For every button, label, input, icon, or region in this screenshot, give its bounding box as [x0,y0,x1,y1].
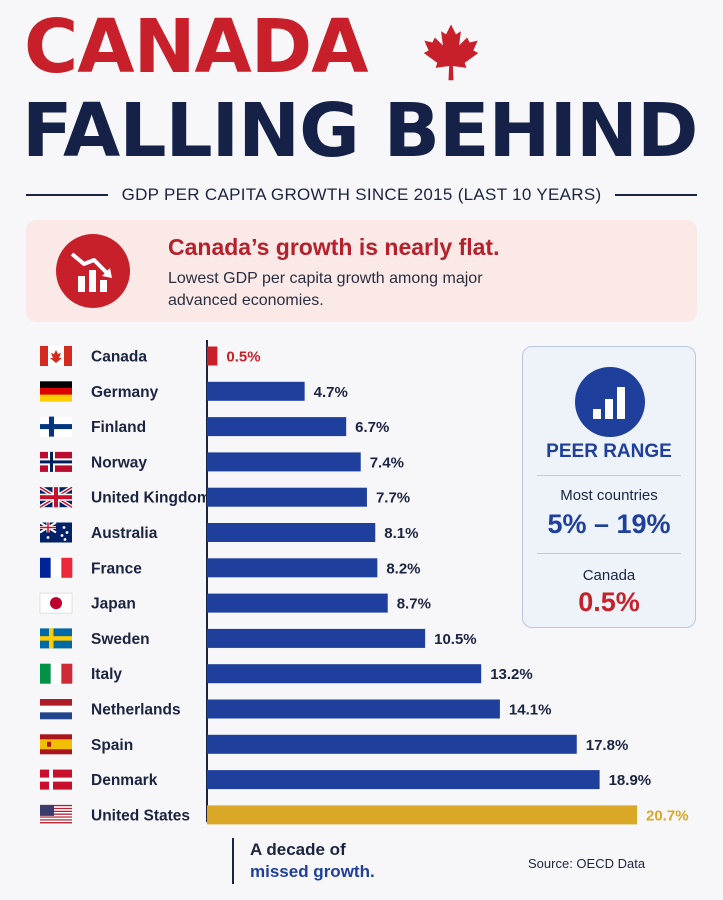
source-note: Source: OECD Data [528,856,646,871]
bar-australia [207,523,376,542]
bar-germany [207,381,305,401]
bar-chart-icon [575,367,645,437]
subtitle: GDP PER CAPITA GROWTH SINCE 2015 (LAST 1… [121,185,602,204]
bar-value-label: 6.7% [355,419,389,436]
flag-italy-icon [40,663,73,684]
bar-france [207,558,378,578]
bar-value-label: 7.4% [370,454,404,471]
subtitle-row: GDP PER CAPITA GROWTH SINCE 2015 (LAST 1… [26,182,697,208]
country-label: Italy [91,666,122,683]
flag-australia-icon [39,521,72,543]
bar-japan [207,593,388,613]
bar-italy [207,664,482,684]
country-label: Japan [91,596,136,613]
country-label: Canada [91,349,147,366]
country-label: Finland [91,419,146,436]
bar-value-label: 8.1% [384,525,418,542]
footer-accent-rule [232,838,234,884]
bar-value-label: 0.5% [226,349,260,366]
country-label: Sweden [91,631,150,648]
bar-finland [207,417,347,437]
flag-canada-icon [40,346,72,366]
bar-value-label: 17.8% [586,737,629,754]
most-countries-label: Most countries [560,487,658,504]
peer-range-box: PEER RANGE Most countries 5% – 19% Canad… [522,346,696,628]
canada-label: Canada [582,567,636,584]
peer-divider-top [537,475,681,476]
bar-sweden [207,628,426,648]
flag-sweden-icon [40,628,72,649]
flag-japan-icon [39,592,73,614]
bar-value-label: 13.2% [490,666,533,683]
bar-canada [207,346,218,366]
bar-value-label: 8.7% [397,596,431,613]
country-label: United Kingdom [91,490,211,507]
flag-france-icon [40,557,73,578]
subtitle-rule-right [615,194,697,196]
maple-leaf-icon [423,24,479,81]
bar-norway [207,452,361,472]
bar-united-kingdom [207,487,367,507]
country-label: United States [91,807,190,824]
flag-united-states-icon [40,804,72,825]
flag-netherlands-icon [40,699,72,720]
peer-range-title: PEER RANGE [546,441,672,462]
declining-chart-icon [56,234,130,308]
callout-headline: Canada’s growth is nearly flat. [168,234,500,260]
bar-spain [207,734,577,754]
bar-value-label: 20.7% [646,807,689,824]
country-label: Norway [91,454,147,471]
canada-value: 0.5% [578,587,640,617]
flag-denmark-icon [40,769,72,790]
bar-value-label: 18.9% [609,772,652,789]
title-line-1: CANADA [24,4,368,90]
subtitle-rule-left [26,194,108,196]
flag-germany-icon [40,381,72,402]
bar-value-label: 10.5% [434,631,477,648]
country-label: Germany [91,384,159,401]
bar-value-label: 4.7% [314,384,348,401]
callout-body: Lowest GDP per capita growth among major… [168,270,483,309]
flag-united-kingdom-icon [38,485,74,509]
footer-line-2: missed growth. [250,862,375,881]
bar-united-states [207,805,637,825]
title-line-2: FALLING BEHIND [22,88,698,174]
bar-denmark [207,770,600,790]
country-label: Netherlands [91,702,181,719]
peer-divider-bottom [537,553,681,554]
bar-value-label: 7.7% [376,490,410,507]
country-label: Australia [91,525,158,542]
flag-finland-icon [40,416,72,437]
footer-line-1: A decade of [250,840,346,859]
bar-netherlands [207,699,500,719]
bar-value-label: 8.2% [386,560,420,577]
flag-spain-icon [40,734,72,755]
country-label: Denmark [91,772,158,789]
country-label: Spain [91,737,133,754]
flag-norway-icon [40,451,72,472]
callout-box: Canada’s growth is nearly flat. Lowest G… [26,220,697,322]
country-label: France [91,560,142,577]
bar-value-label: 14.1% [509,702,552,719]
gdp-growth-bar-chart: Canada 0.5% Germany 4.7% Finland 6.7% Norway 7.… [38,340,689,825]
peer-range-value: 5% – 19% [547,509,671,539]
